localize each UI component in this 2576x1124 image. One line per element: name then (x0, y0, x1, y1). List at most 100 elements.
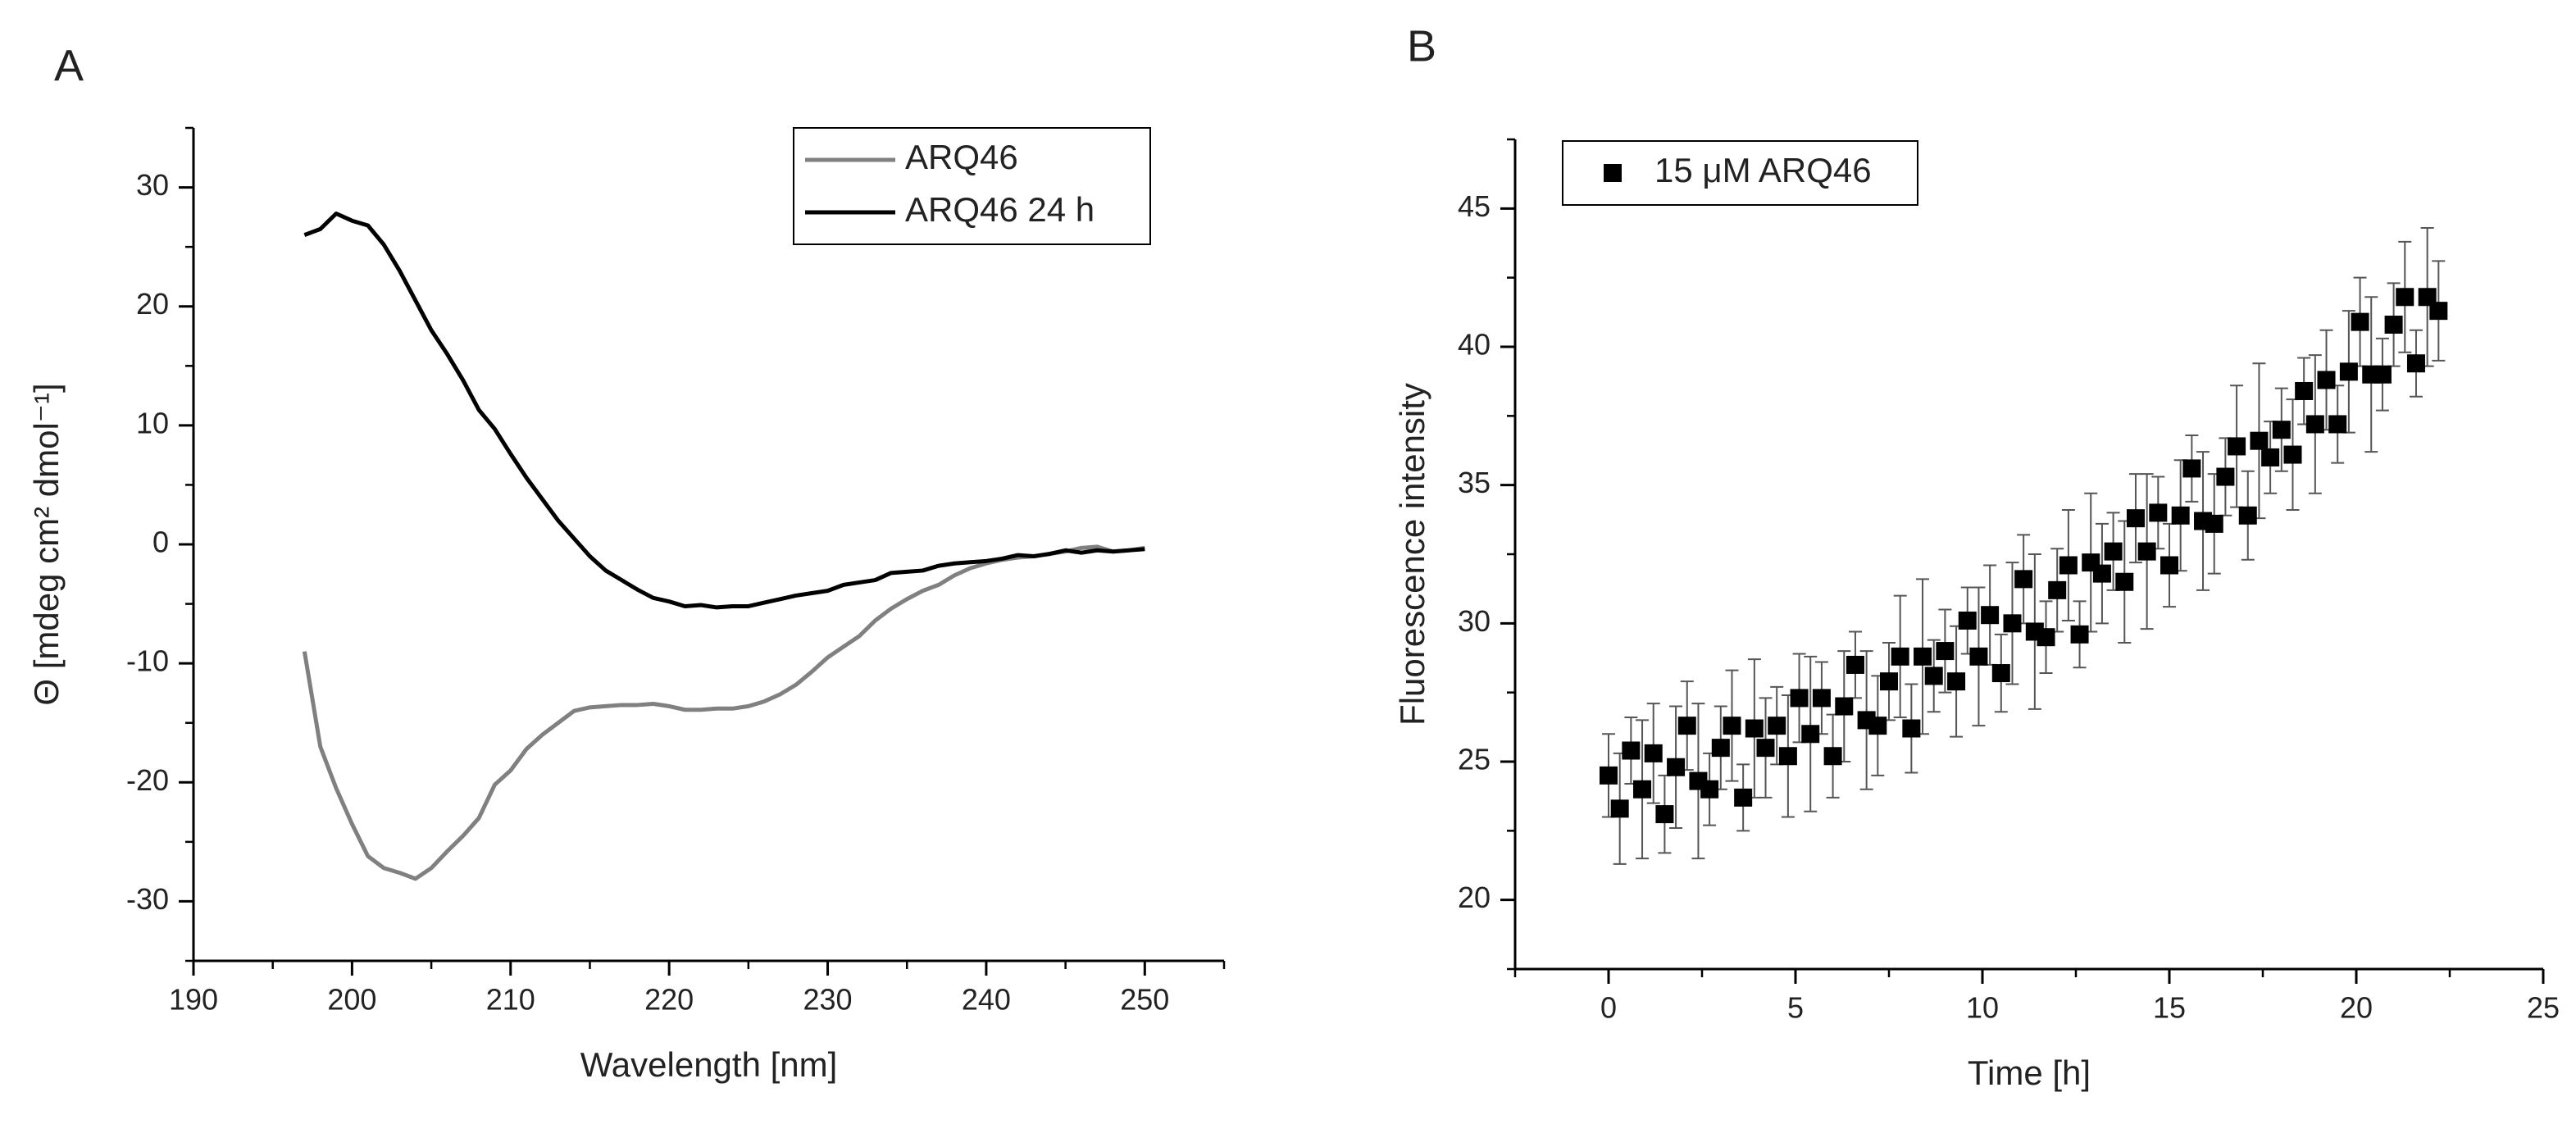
y-tick-label: 20 (136, 287, 169, 321)
point (2295, 381, 2314, 400)
point (2250, 431, 2269, 450)
point (1711, 739, 1730, 758)
x-tick-label: 210 (486, 983, 535, 1017)
point (2406, 354, 2425, 373)
y-tick-label: 25 (1458, 743, 1491, 776)
x-tick-label: 240 (962, 983, 1011, 1017)
y-tick-label: 40 (1458, 328, 1491, 362)
point (2014, 570, 2033, 589)
y-tick-label: -30 (126, 882, 169, 916)
point (2373, 365, 2392, 384)
point (1734, 788, 1753, 807)
x-tick-label: 230 (803, 983, 852, 1017)
point (1991, 664, 2010, 683)
point (1723, 717, 1741, 735)
point (2137, 542, 2156, 561)
point (2283, 445, 2302, 464)
point (1891, 647, 1909, 666)
point (2261, 448, 2280, 466)
point (2339, 362, 2358, 381)
point (2384, 316, 2403, 334)
point (1801, 725, 1820, 744)
legend-box (793, 127, 1151, 245)
point (2328, 415, 2347, 434)
point (1924, 667, 1943, 685)
point (1600, 766, 1618, 785)
point (2059, 556, 2078, 575)
point (1644, 744, 1663, 762)
x-tick-label: 20 (2340, 991, 2373, 1025)
x-tick-label: 200 (327, 983, 376, 1017)
point (1902, 719, 1921, 738)
point (2205, 514, 2223, 533)
point (2048, 580, 2067, 599)
point (1756, 739, 1775, 758)
point (2171, 506, 2190, 525)
point (2216, 467, 2235, 486)
point (2396, 288, 2414, 307)
point (2305, 415, 2324, 434)
x-tick-label: 25 (2527, 991, 2560, 1025)
point (1958, 611, 1977, 630)
x-axis-label: Time [h] (1968, 1053, 2091, 1092)
series-line (303, 212, 1145, 610)
y-tick-label: 20 (1458, 881, 1491, 914)
point (2418, 288, 2437, 307)
y-tick-label: 30 (136, 168, 169, 202)
point (1969, 647, 1988, 666)
point (1700, 780, 1719, 799)
y-axis-label: Fluorescence intensity (1393, 383, 1431, 726)
point (1947, 672, 1966, 691)
panel-label: A (54, 41, 84, 90)
legend-swatch (1604, 164, 1622, 182)
legend-label: 15 μM ARQ46 (1654, 151, 1872, 189)
point (2126, 509, 2145, 528)
point (2238, 506, 2257, 525)
point (1667, 758, 1686, 776)
y-tick-label: 10 (136, 406, 169, 439)
point (2429, 302, 2448, 321)
point (1835, 697, 1854, 716)
point (1655, 805, 1674, 824)
panel-label: B (1407, 21, 1436, 71)
y-tick-label: 45 (1458, 189, 1491, 223)
point (1936, 642, 1955, 661)
point (1778, 747, 1797, 766)
point (2149, 503, 2168, 522)
point (2115, 572, 2134, 591)
point (1768, 717, 1786, 735)
point (2003, 614, 2022, 633)
y-tick-label: 35 (1458, 466, 1491, 499)
y-axis-label: Θ [mdeg cm² dmol⁻¹] (27, 383, 66, 705)
point (1846, 655, 1864, 674)
y-tick-label: -20 (126, 763, 169, 797)
x-tick-label: 10 (1966, 991, 1999, 1025)
point (1633, 780, 1652, 799)
point (2272, 421, 2291, 439)
y-tick-label: -10 (126, 644, 169, 678)
point (1745, 719, 1764, 738)
panel: A 190 200 210 220 230 240 250 -30 -20 -10 0 10 20 30 Wa… (27, 41, 1226, 1084)
point (2104, 542, 2123, 561)
point (1868, 717, 1887, 735)
point (1677, 717, 1696, 735)
point (1981, 606, 2000, 625)
point (2317, 371, 2336, 389)
point (2228, 437, 2246, 456)
point (1880, 672, 1898, 691)
legend-box (1562, 140, 1918, 206)
legend-label: ARQ46 24 h (905, 190, 1095, 229)
point (2037, 628, 2055, 647)
point (1790, 689, 1809, 708)
y-tick-label: 0 (152, 526, 169, 559)
x-axis-label: Wavelength [nm] (580, 1045, 838, 1084)
point (2160, 556, 2178, 575)
point (1823, 747, 1842, 766)
point (1812, 689, 1831, 708)
legend-label: ARQ46 (905, 138, 1018, 176)
panel: B 0 5 10 15 20 25 20 25 30 35 40 45 Time [h] Fluoresce… (1393, 21, 2560, 1092)
point (2070, 625, 2089, 644)
y-tick-label: 30 (1458, 604, 1491, 638)
point (2092, 564, 2111, 583)
